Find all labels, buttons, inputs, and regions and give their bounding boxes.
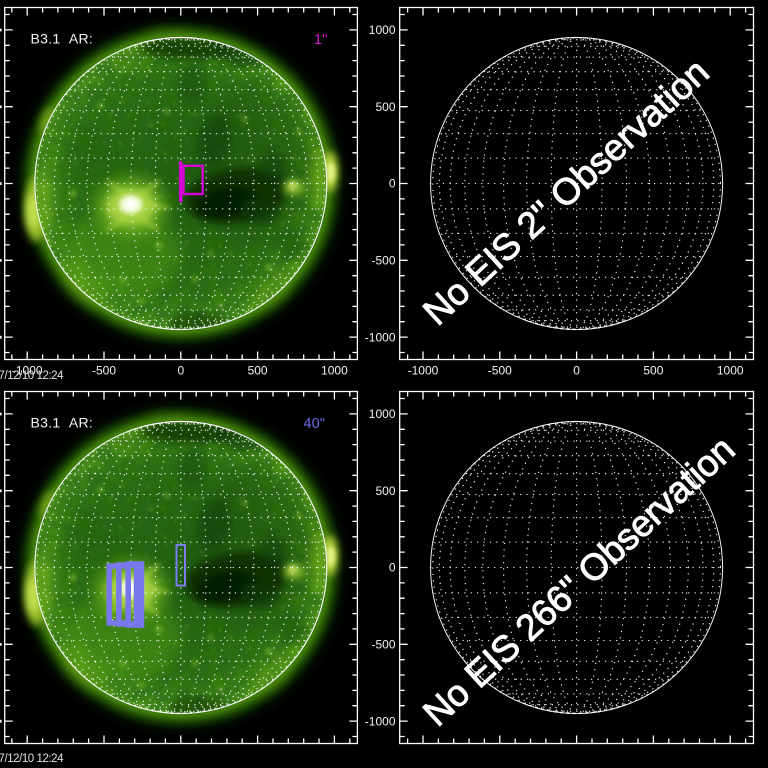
svg-text:500: 500	[375, 100, 395, 114]
svg-text:-500: -500	[371, 638, 395, 652]
svg-text:500: 500	[248, 363, 268, 377]
svg-text:-500: -500	[488, 363, 512, 377]
svg-text:40'': 40''	[304, 416, 326, 432]
svg-text:B3.1 AR:: B3.1 AR:	[31, 31, 94, 47]
svg-text:0: 0	[389, 177, 396, 191]
svg-text:-1000: -1000	[408, 363, 439, 377]
svg-text:-1000: -1000	[365, 714, 396, 728]
svg-text:500: 500	[643, 363, 663, 377]
svg-text:-500: -500	[371, 254, 395, 268]
svg-text:500: 500	[375, 484, 395, 498]
svg-text:-500: -500	[92, 363, 116, 377]
svg-text:0: 0	[389, 561, 396, 575]
svg-text:0: 0	[573, 363, 580, 377]
svg-text:7/12/10 12:24: 7/12/10 12:24	[0, 370, 64, 382]
svg-text:1000: 1000	[321, 363, 348, 377]
svg-text:B3.1 AR:: B3.1 AR:	[31, 415, 94, 431]
svg-text:1000: 1000	[369, 407, 396, 421]
svg-text:1000: 1000	[717, 363, 744, 377]
svg-text:1000: 1000	[369, 23, 396, 37]
svg-text:0: 0	[177, 363, 184, 377]
svg-text:-1000: -1000	[12, 363, 43, 377]
svg-text:-1000: -1000	[365, 330, 396, 344]
svg-text:1'': 1''	[314, 32, 328, 48]
svg-text:7/12/10 12:24: 7/12/10 12:24	[0, 753, 64, 765]
